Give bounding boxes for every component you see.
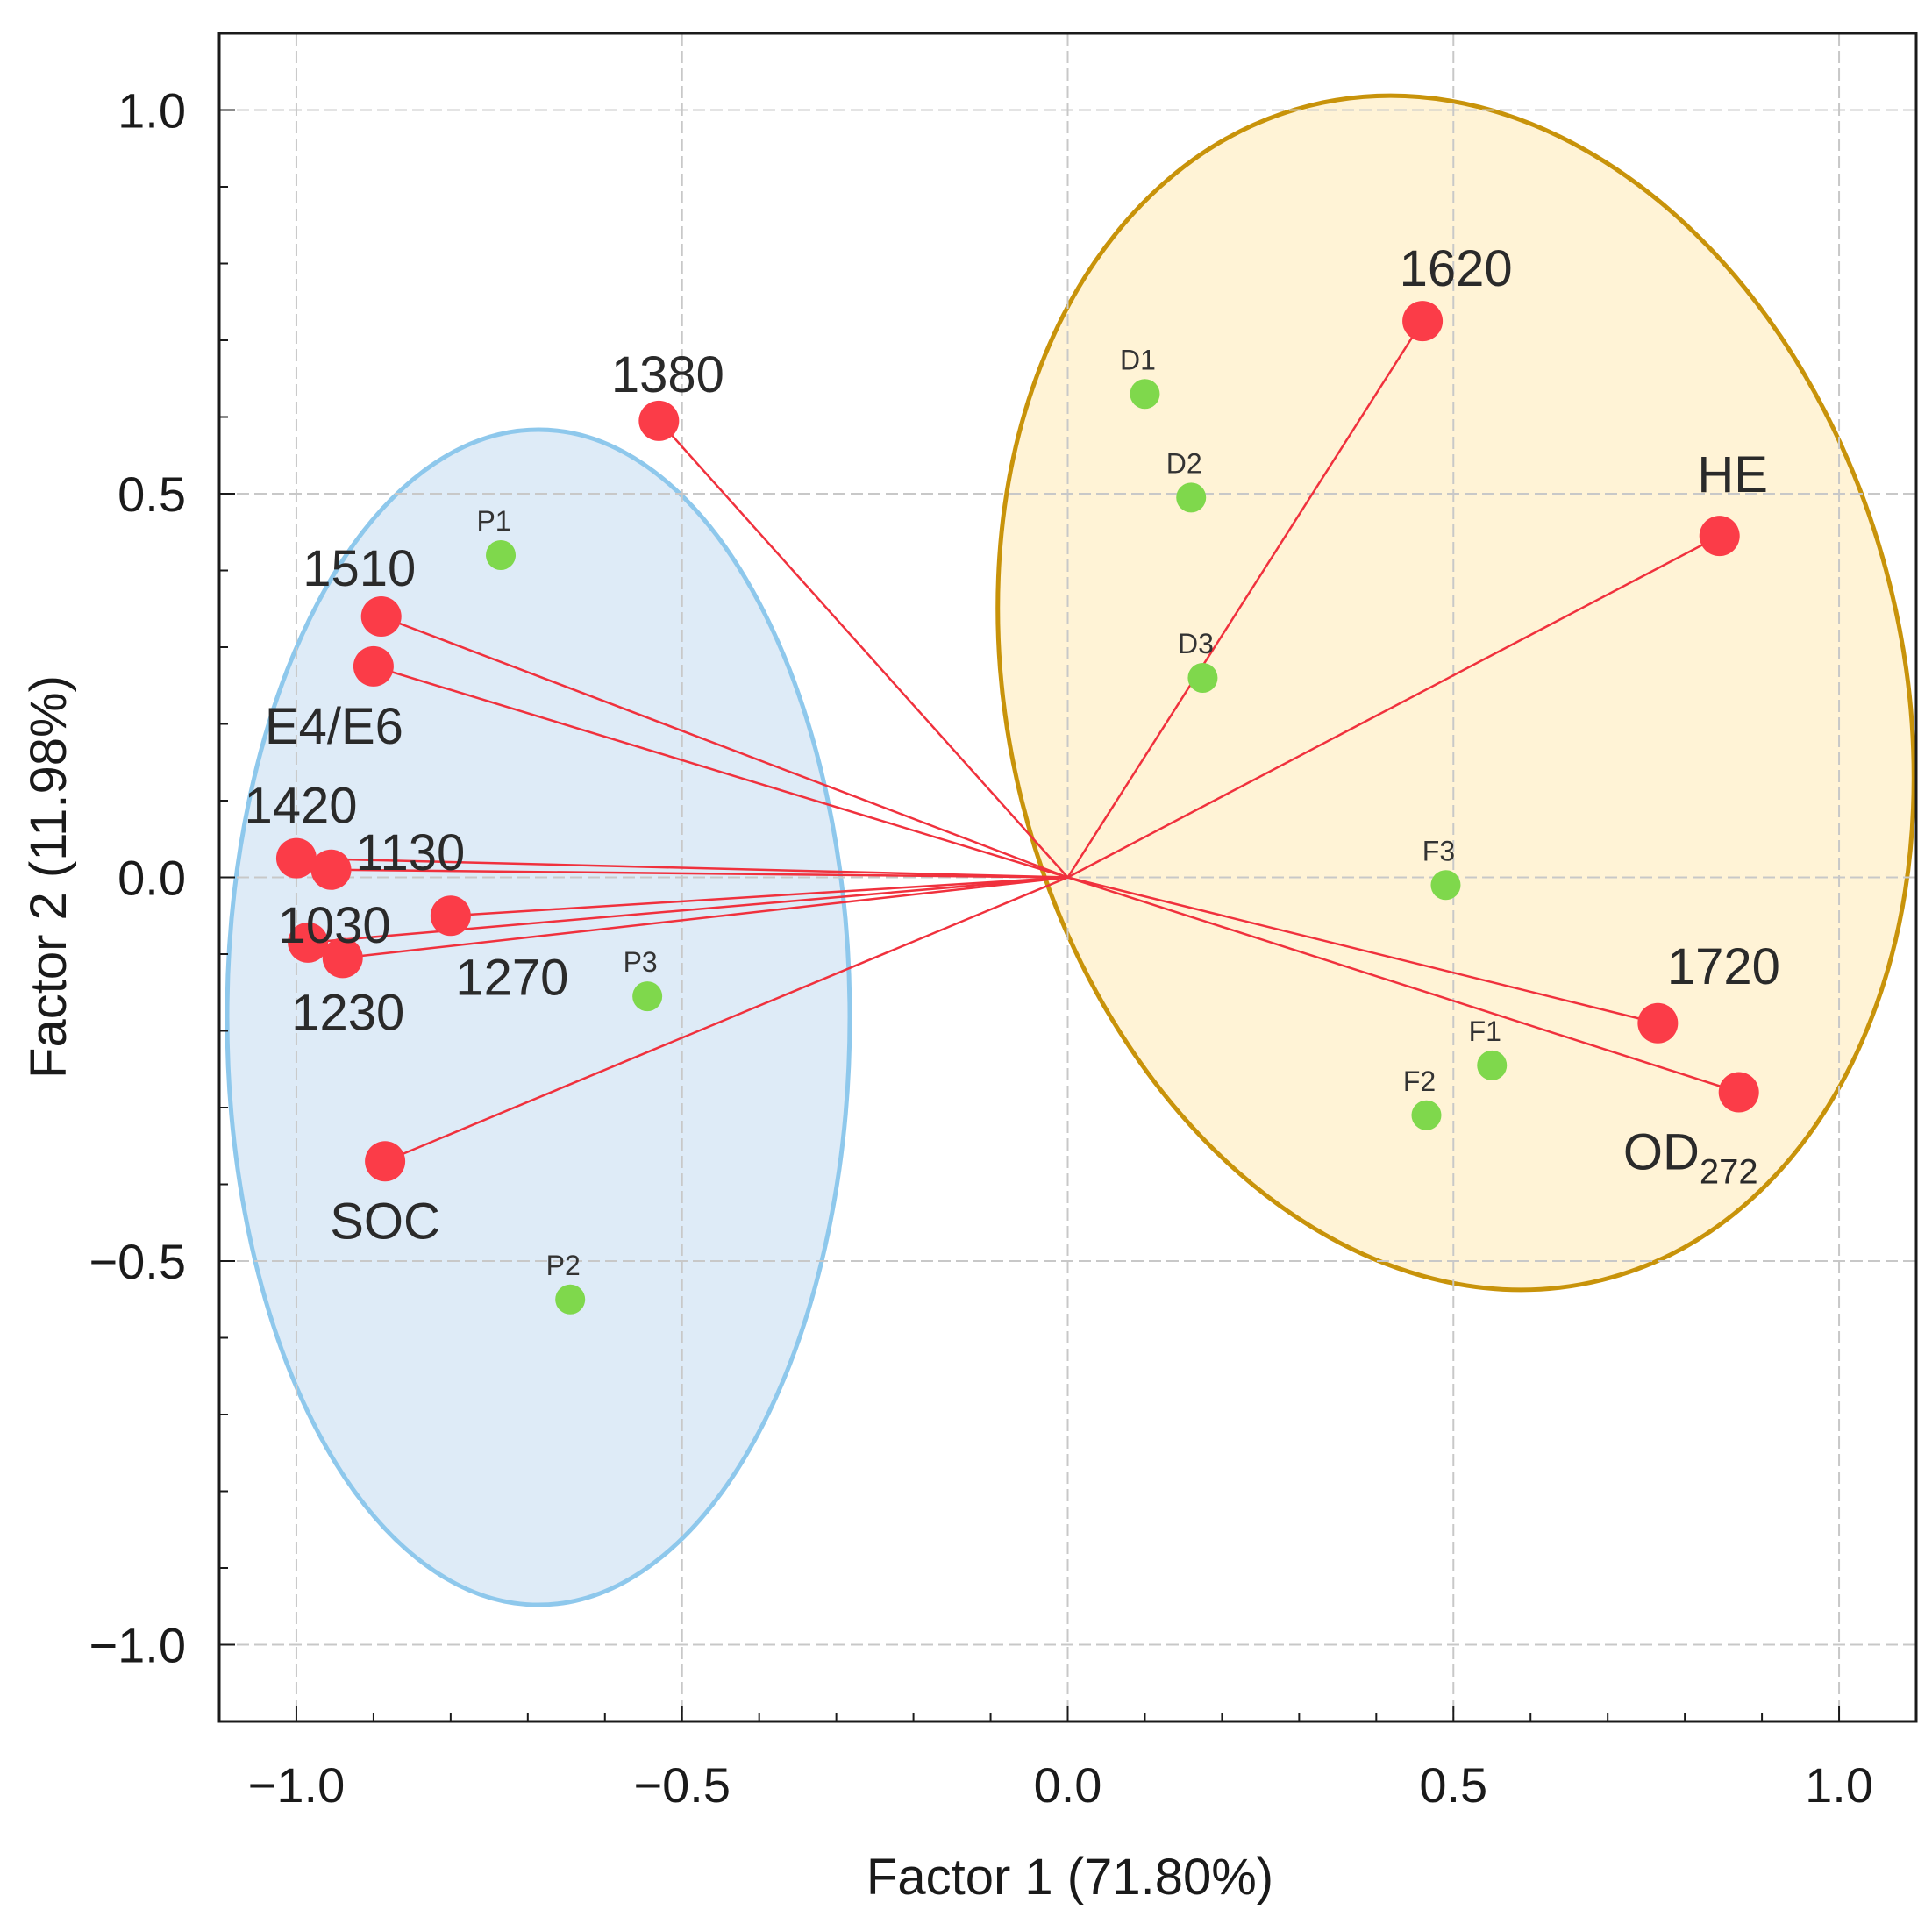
variable-point-1720: [1637, 1002, 1679, 1044]
variable-label-1030: 1030: [278, 897, 391, 954]
x-tick-label: 0.0: [1034, 1757, 1102, 1813]
vector-he: [1066, 535, 1721, 879]
group-ellipses: [225, 93, 1916, 1607]
vector-1380: [658, 420, 1069, 879]
variable-label-1420: 1420: [244, 778, 357, 835]
case-point-f2: [1411, 1100, 1442, 1130]
case-point-p1: [486, 540, 517, 570]
variable-point-e4-e6: [353, 645, 394, 687]
variable-point-od272: [1718, 1072, 1759, 1113]
variable-point-1420: [275, 837, 317, 879]
variable-point-1130: [310, 849, 352, 890]
variable-points: [275, 301, 1759, 1182]
vector-1420: [296, 857, 1068, 879]
vector-od272: [1067, 876, 1740, 1094]
y-tick-label: 1.0: [118, 83, 186, 139]
vector-1620: [1066, 320, 1424, 879]
case-label-d3: D3: [1178, 628, 1214, 659]
vector-e4-e6: [373, 665, 1068, 879]
variable-label-subscript: 272: [1700, 1153, 1758, 1192]
axis-ticks: −1.0 −0.5 0.0 0.5 1.0 −1.0 −0.5 0.0 0.5 1.0: [89, 32, 1917, 1813]
variable-label-e4-e6: E4/E6: [265, 698, 403, 755]
variable-point-1620: [1402, 301, 1444, 342]
variable-point-1380: [638, 400, 680, 441]
variable-label-1720: 1720: [1667, 938, 1780, 995]
case-label-f3: F3: [1422, 835, 1455, 866]
variable-label-1130: 1130: [356, 824, 466, 881]
case-point-p2: [555, 1284, 586, 1315]
x-tick-label: 1.0: [1805, 1757, 1873, 1813]
y-tick-label: −1.0: [89, 1618, 186, 1673]
case-label-f1: F1: [1469, 1016, 1501, 1047]
group-ellipse-negative-loadings: [225, 427, 852, 1607]
y-tick-label: 0.5: [118, 467, 186, 522]
case-point-d2: [1176, 482, 1207, 513]
case-label-p3: P3: [624, 946, 658, 978]
vector-soc: [384, 876, 1068, 1163]
variable-point-1030: [288, 922, 329, 963]
case-point-f1: [1477, 1050, 1508, 1080]
case-point-d3: [1187, 663, 1218, 693]
variable-point-1510: [360, 596, 402, 637]
vector-1510: [381, 615, 1068, 879]
loading-vectors: [296, 320, 1740, 1163]
case-point-d1: [1130, 379, 1160, 410]
variable-label-1270: 1270: [455, 949, 568, 1006]
vector-1720: [1067, 876, 1658, 1024]
case-label-p1: P1: [476, 505, 510, 537]
case-label-f2: F2: [1403, 1065, 1436, 1097]
case-point-f3: [1430, 870, 1461, 901]
vector-1270: [450, 876, 1068, 917]
variable-label-1510: 1510: [303, 540, 416, 597]
case-label-d2: D2: [1166, 447, 1202, 479]
variable-point-1230: [322, 937, 363, 979]
y-tick-label: −0.5: [89, 1234, 186, 1289]
vector-1030: [308, 876, 1068, 944]
vector-1230: [342, 876, 1068, 959]
variable-label-1380: 1380: [611, 346, 724, 403]
variable-point-1270: [430, 895, 471, 937]
variable-label-1230: 1230: [291, 984, 404, 1041]
case-label-p2: P2: [546, 1250, 581, 1281]
x-tick-label: −1.0: [248, 1757, 346, 1813]
case-points: [486, 379, 1508, 1315]
x-axis-label: Factor 1 (71.80%): [866, 1849, 1273, 1906]
variable-label-he: HE: [1697, 446, 1768, 503]
y-tick-label: 0.0: [118, 851, 186, 906]
group-ellipse-positive-loadings: [995, 93, 1916, 1293]
x-tick-label: 0.5: [1419, 1757, 1487, 1813]
y-axis-label: Factor 2 (11.98%): [20, 675, 77, 1079]
case-label-d1: D1: [1120, 344, 1156, 375]
variable-label-1620: 1620: [1400, 240, 1513, 297]
variable-label-soc: SOC: [330, 1193, 440, 1250]
x-tick-label: −0.5: [633, 1757, 731, 1813]
case-point-p3: [632, 981, 663, 1012]
variable-point-he: [1699, 516, 1740, 557]
vector-1130: [331, 868, 1068, 879]
variable-point-soc: [365, 1141, 406, 1182]
